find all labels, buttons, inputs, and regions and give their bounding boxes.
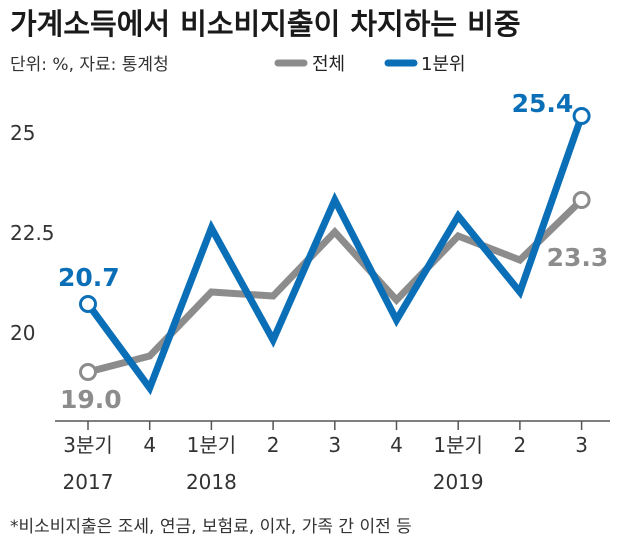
legend: 전체 1분위 bbox=[274, 54, 466, 75]
data-label: 23.3 bbox=[547, 243, 609, 272]
x-tick-label: 3분기 bbox=[63, 433, 113, 457]
x-tick-label: 1분기 bbox=[433, 433, 483, 457]
data-label: 20.7 bbox=[58, 263, 120, 292]
endpoint-marker bbox=[79, 363, 97, 381]
chart-title: 가계소득에서 비소비지출이 차지하는 비중 bbox=[10, 7, 521, 41]
x-tick-label: 4 bbox=[143, 433, 156, 457]
series-line-0 bbox=[87, 197, 585, 376]
x-year-label: 2017 bbox=[63, 470, 114, 494]
x-tick-label: 3 bbox=[575, 433, 588, 457]
x-axis: 3분기 4 1분기 2 3 4 1분기 2 3 2017 2018 2019 bbox=[55, 420, 610, 494]
data-label: 19.0 bbox=[60, 385, 122, 414]
x-tick-label: 2 bbox=[514, 433, 527, 457]
endpoint-marker bbox=[572, 107, 591, 125]
endpoint-marker bbox=[79, 295, 97, 313]
x-tick-label: 1분기 bbox=[187, 433, 237, 457]
x-year-label: 2019 bbox=[433, 470, 484, 494]
x-tick-label: 4 bbox=[390, 433, 403, 457]
chart-meta: 단위: %, 자료: 통계청 bbox=[10, 55, 169, 75]
data-label: 25.4 bbox=[512, 89, 574, 118]
y-axis-ticks: 20 22.5 25 bbox=[10, 121, 55, 345]
legend-label-1: 1분위 bbox=[421, 54, 466, 75]
series-group bbox=[85, 114, 585, 396]
y-tick-label: 20 bbox=[10, 321, 35, 345]
x-tick-label: 3 bbox=[328, 433, 341, 457]
footnote: *비소비지출은 조세, 연금, 보험료, 이자, 가족 간 이전 등 bbox=[10, 517, 412, 537]
legend-label-0: 전체 bbox=[312, 54, 345, 75]
x-year-label: 2018 bbox=[186, 470, 237, 494]
data-labels: 19.0 23.3 20.7 25.4 bbox=[58, 89, 608, 414]
y-tick-label: 25 bbox=[10, 121, 35, 145]
x-tick-label: 2 bbox=[267, 433, 280, 457]
y-tick-label: 22.5 bbox=[10, 221, 55, 245]
series-line-1 bbox=[85, 114, 585, 396]
endpoint-marker bbox=[572, 191, 591, 209]
